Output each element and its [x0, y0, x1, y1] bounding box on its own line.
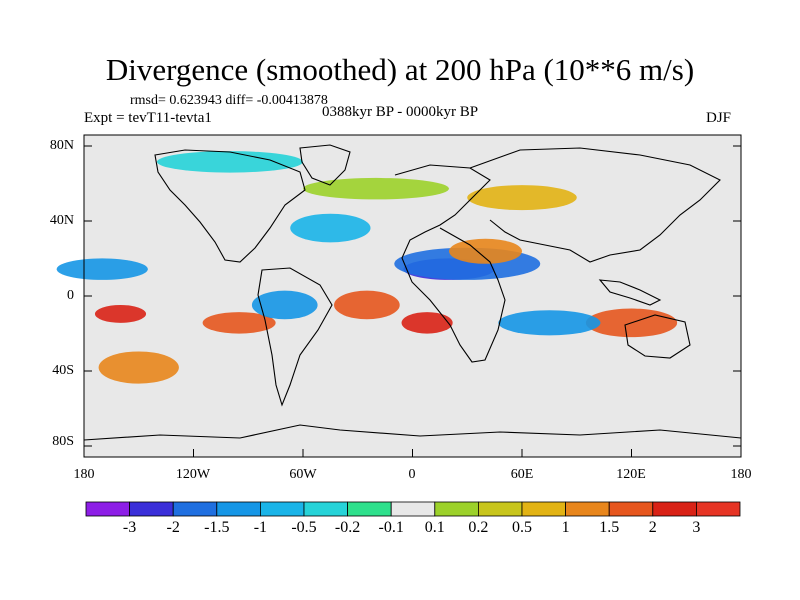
anomaly-red-angola: [401, 312, 453, 334]
colorbar-box-9: [477, 501, 523, 517]
colorbar: [85, 501, 741, 517]
colorbar-box-11: [565, 501, 610, 517]
anomaly-blue-pacificnorth: [56, 258, 148, 280]
divergence-field: [56, 151, 678, 384]
experiment-label: Expt = tevT11-tevta1: [84, 110, 212, 126]
colorbar-box-6: [347, 501, 392, 517]
colorbar-label: -0.2: [334, 519, 361, 536]
colorbar-label: -3: [122, 519, 137, 536]
anomaly-red-pacific: [94, 304, 147, 323]
colorbar-label: -1.5: [204, 519, 230, 536]
season-label: DJF: [706, 110, 732, 126]
colorbar-label: 0.2: [468, 519, 489, 536]
colorbar-label: -1: [253, 519, 268, 536]
colorbar-box-3: [216, 501, 261, 517]
colorbar-box-12: [608, 501, 654, 517]
colorbar-label: 3: [692, 519, 701, 536]
period-label: 0388kyr BP - 0000kyr BP: [322, 104, 479, 120]
colorbar-box-13: [652, 501, 697, 517]
x-tick-label-120w: 120W: [175, 467, 211, 482]
colorbar-box-7: [390, 501, 436, 517]
y-tick-label-80n: 80N: [49, 138, 74, 153]
asia-coast: [469, 147, 721, 263]
north-america-coast: [154, 149, 306, 263]
colorbar-label: -0.1: [378, 519, 404, 536]
anomaly-orange-nafrica: [449, 238, 522, 264]
x-tick-label-60e: 60E: [510, 467, 534, 482]
anomaly-blue-atlantic: [290, 213, 371, 243]
colorbar-label: -0.5: [291, 519, 317, 536]
australia-coast: [624, 314, 691, 359]
plot-title: Divergence (smoothed) at 200 hPa (10**6 …: [105, 52, 695, 87]
colorbar-box-0: [85, 501, 130, 517]
colorbar-label: 1.5: [599, 519, 620, 536]
colorbar-label: -2: [166, 519, 180, 536]
x-tick-label-180w: 180: [73, 467, 95, 482]
colorbar-label: 0.5: [512, 519, 532, 536]
europe-africa-coast: [394, 164, 506, 363]
colorbar-box-4: [259, 501, 305, 517]
anomaly-blue-southamerica: [251, 290, 318, 320]
x-tick-label-180e: 180: [730, 467, 752, 482]
colorbar-box-10: [521, 501, 566, 517]
y-tick-label-40s: 40S: [52, 363, 74, 378]
x-tick-label-60w: 60W: [289, 467, 317, 482]
coastlines: [83, 144, 742, 441]
colorbar-box-2: [172, 501, 218, 517]
colorbar-label: 2: [648, 519, 657, 536]
south-america-coast: [257, 267, 333, 407]
colorbar-box-14: [696, 501, 741, 517]
colorbar-label: 1: [561, 519, 570, 536]
colorbar-box-1: [129, 501, 174, 517]
greenland-coast: [299, 144, 351, 186]
anomaly-red-southatlantic: [334, 290, 400, 320]
rmsd-diff-stats: rmsd= 0.623943 diff= -0.00413878: [130, 93, 328, 108]
y-tick-label-80s: 80S: [52, 434, 74, 449]
colorbar-box-8: [434, 501, 479, 517]
y-tick-label-0: 0: [67, 288, 74, 303]
x-tick-label-120e: 120E: [616, 467, 646, 482]
colorbar-label: 0.1: [424, 519, 445, 536]
antarctica-coast: [83, 424, 742, 441]
x-tick-label-0: 0: [408, 467, 416, 482]
y-tick-label-40n: 40N: [49, 213, 74, 228]
anomaly-cyan-arctic: [157, 151, 303, 173]
anomaly-red-southpacific: [202, 312, 276, 334]
anomaly-blue-indian: [498, 310, 601, 336]
colorbar-box-5: [303, 501, 348, 517]
axis-ticks: [83, 145, 742, 457]
anomaly-green-north: [303, 177, 449, 200]
maritime-continent-coast: [598, 279, 662, 306]
anomaly-orange-eurasia: [467, 185, 577, 211]
anomaly-orange-southocean: [98, 351, 179, 384]
